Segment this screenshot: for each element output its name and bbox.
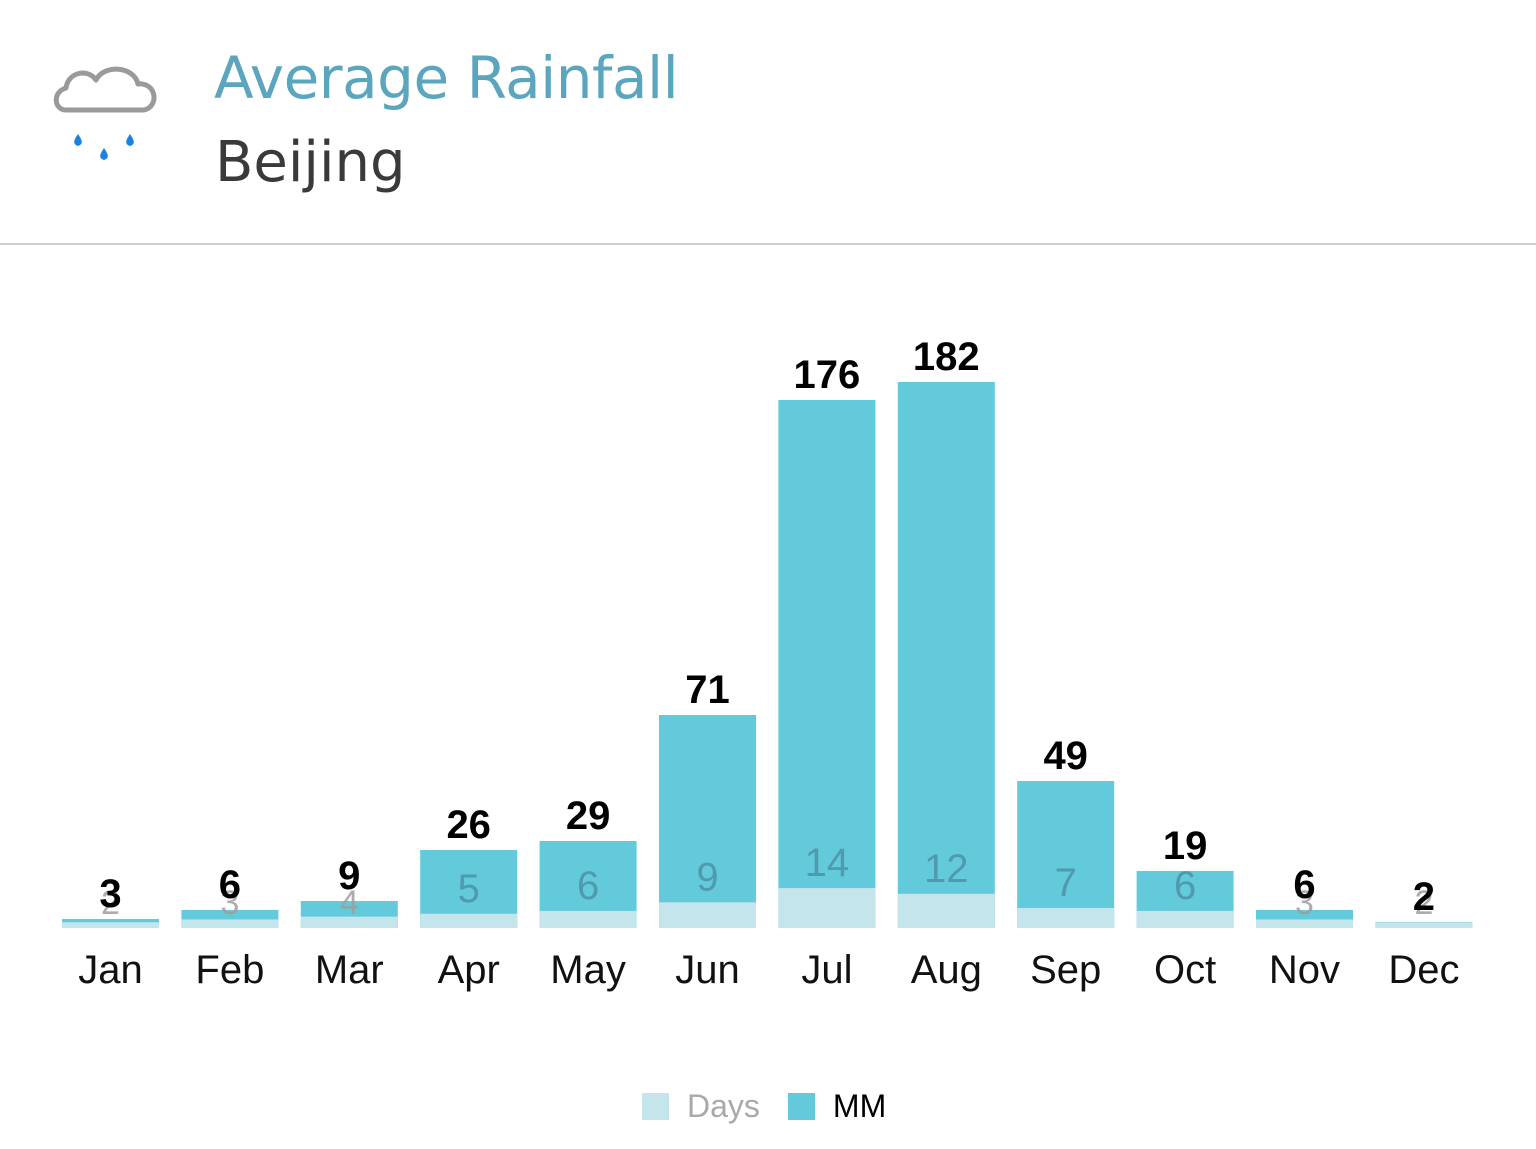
bar-days-dec <box>1375 922 1473 928</box>
days-label-jun: 9 <box>696 855 718 899</box>
x-tick-label-may: May <box>550 948 626 992</box>
bar-days-may <box>539 910 637 928</box>
mm-label-sep: 49 <box>1043 734 1088 778</box>
chart-header: Average Rainfall Beijing <box>0 0 1536 243</box>
mm-label-jun: 71 <box>685 668 730 712</box>
days-label-nov: 3 <box>1295 884 1314 922</box>
x-tick-label-nov: Nov <box>1269 948 1340 992</box>
x-tick-label-mar: Mar <box>315 948 384 992</box>
days-label-apr: 5 <box>458 867 480 911</box>
days-label-dec: 2 <box>1414 884 1433 922</box>
days-label-sep: 7 <box>1055 861 1077 905</box>
header-divider <box>0 243 1536 245</box>
bar-days-mar <box>300 916 398 928</box>
bar-mm-sep <box>1017 781 1115 928</box>
bar-days-oct <box>1136 910 1234 928</box>
x-tick-label-dec: Dec <box>1388 948 1459 992</box>
days-label-mar: 4 <box>340 884 359 922</box>
legend-swatch-days <box>642 1092 669 1120</box>
x-tick-label-jun: Jun <box>675 948 740 992</box>
bar-days-sep <box>1017 908 1115 928</box>
mm-label-mar: 9 <box>338 854 360 898</box>
bar-mm-jul <box>778 400 876 928</box>
chart-legend: Days MM <box>642 1086 914 1126</box>
x-tick-label-sep: Sep <box>1030 948 1101 992</box>
bar-days-feb <box>181 919 279 928</box>
chart-subtitle: Beijing <box>215 130 406 195</box>
x-tick-label-apr: Apr <box>438 948 500 992</box>
x-tick-label-oct: Oct <box>1154 948 1216 992</box>
bar-mm-jun <box>659 715 756 928</box>
days-label-aug: 12 <box>924 847 969 891</box>
bar-days-jan <box>62 922 159 928</box>
bar-days-aug <box>897 893 995 928</box>
mm-label-apr: 26 <box>446 803 491 847</box>
mm-label-may: 29 <box>566 794 611 838</box>
x-tick-label-jul: Jul <box>801 948 852 992</box>
days-label-oct: 6 <box>1174 864 1196 908</box>
bar-days-apr <box>420 913 518 928</box>
legend-item-days[interactable]: Days <box>642 1088 760 1125</box>
x-tick-label-aug: Aug <box>911 948 982 992</box>
rain-cloud-icon <box>53 66 157 160</box>
legend-label-mm: MM <box>832 1087 887 1124</box>
days-label-may: 6 <box>577 864 599 908</box>
mm-label-jan: 3 <box>99 872 121 916</box>
bar-days-nov <box>1256 919 1353 928</box>
bar-days-jun <box>659 902 756 928</box>
bar-days-jul <box>778 888 876 928</box>
mm-label-oct: 19 <box>1163 824 1208 868</box>
days-label-jul: 14 <box>805 841 850 885</box>
mm-label-nov: 6 <box>1293 863 1315 907</box>
legend-swatch-mm <box>787 1092 815 1120</box>
x-tick-label-jan: Jan <box>78 948 143 992</box>
mm-label-feb: 6 <box>219 863 241 907</box>
mm-label-aug: 182 <box>913 335 980 379</box>
bar-mm-aug <box>897 382 995 928</box>
legend-label-days: Days <box>687 1087 760 1124</box>
days-label-jan: 2 <box>101 884 120 922</box>
mm-label-jul: 176 <box>794 353 861 397</box>
days-label-feb: 3 <box>220 884 239 922</box>
chart-title: Average Rainfall <box>214 44 679 112</box>
x-tick-label-feb: Feb <box>195 948 264 992</box>
mm-label-dec: 2 <box>1413 875 1435 919</box>
legend-item-mm[interactable]: MM <box>787 1087 887 1125</box>
